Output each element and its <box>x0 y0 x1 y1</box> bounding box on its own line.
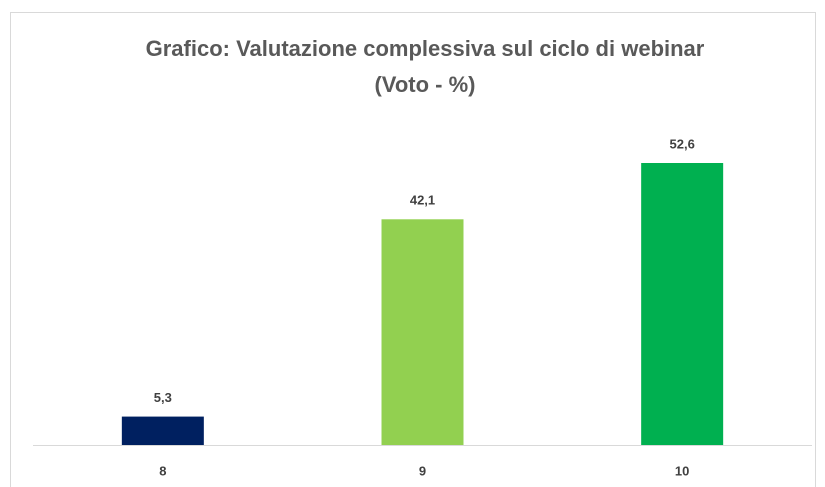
x-tick-label: 10 <box>675 463 689 478</box>
value-label: 52,6 <box>670 136 695 151</box>
bar <box>121 416 204 445</box>
x-tick-label: 9 <box>419 463 426 478</box>
bar <box>381 219 464 445</box>
value-label: 42,1 <box>410 193 435 208</box>
chart-title: (Voto - %) <box>374 72 475 97</box>
x-tick-label: 8 <box>159 463 166 478</box>
bar <box>641 163 724 445</box>
value-label: 5,3 <box>154 390 172 405</box>
chart-title: Grafico: Valutazione complessiva sul cic… <box>146 36 705 61</box>
